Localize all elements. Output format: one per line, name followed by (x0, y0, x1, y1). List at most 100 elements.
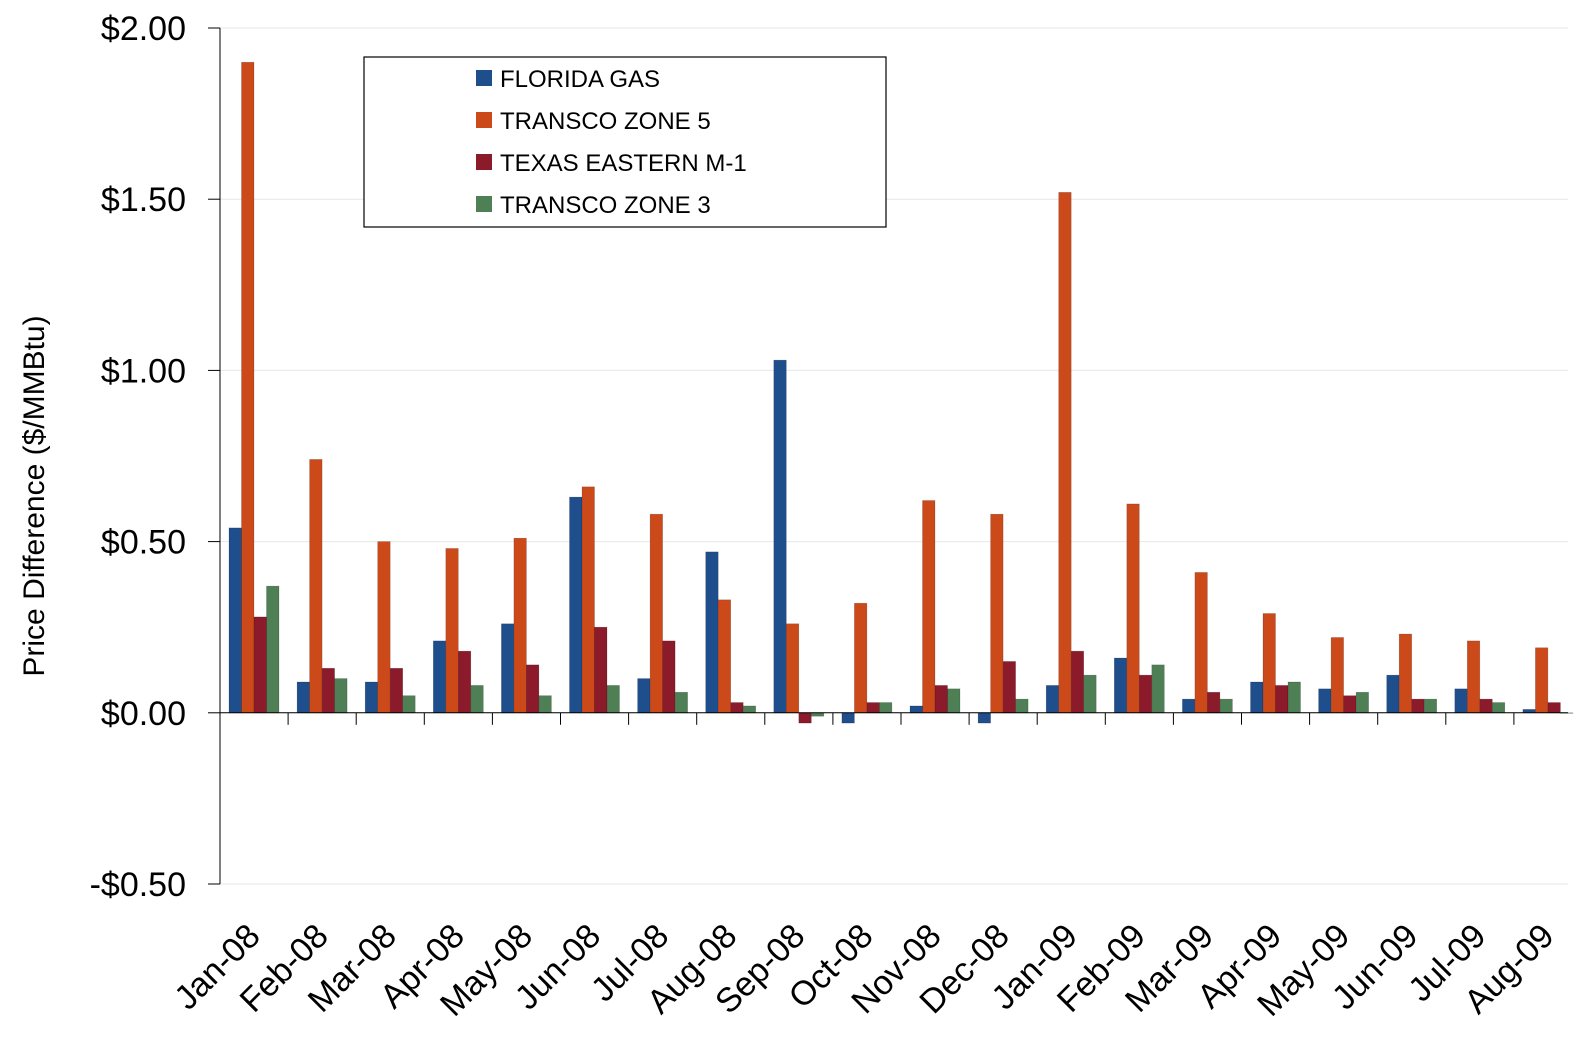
bar-florida-gas-mar-08 (364, 681, 379, 714)
bar-transco-zone-5-sep-08 (785, 623, 800, 714)
bar-florida-gas-jun-09 (1386, 674, 1400, 714)
bar-florida-gas-nov-08 (909, 705, 923, 714)
bar-texas-eastern-m-1-jan-09 (1070, 650, 1084, 714)
bar-transco-zone-3-jan-09 (1083, 674, 1097, 714)
y-tick-label: $2.00 (101, 10, 186, 48)
bar-transco-zone-5-apr-09 (1262, 613, 1276, 714)
legend-label: TRANSCO ZONE 3 (500, 192, 711, 219)
bar-texas-eastern-m-1-aug-09 (1547, 702, 1561, 714)
bar-texas-eastern-m-1-sep-08 (798, 712, 812, 724)
bar-florida-gas-may-08 (501, 623, 515, 714)
x-axis-ticks: Jan-08Feb-08Mar-08Apr-08May-08Jun-08Jul-… (167, 712, 1562, 1024)
bar-florida-gas-jul-09 (1454, 688, 1468, 714)
bar-transco-zone-3-nov-08 (947, 688, 961, 714)
bar-florida-gas-sep-08 (773, 359, 787, 714)
y-tick-label: $1.00 (101, 352, 186, 390)
bar-florida-gas-jan-08 (228, 527, 242, 714)
bar-florida-gas-aug-08 (705, 551, 719, 714)
bar-texas-eastern-m-1-dec-08 (1002, 661, 1016, 714)
bar-transco-zone-5-oct-08 (854, 602, 868, 714)
y-tick-label: $0.50 (101, 524, 186, 562)
bar-transco-zone-3-jul-08 (674, 691, 688, 714)
bar-florida-gas-jun-08 (569, 496, 583, 714)
bar-texas-eastern-m-1-apr-08 (457, 650, 472, 714)
bar-texas-eastern-m-1-nov-08 (934, 685, 948, 714)
bar-texas-eastern-m-1-may-09 (1343, 695, 1357, 714)
bar-transco-zone-5-nov-08 (922, 500, 936, 714)
bar-transco-zone-5-apr-08 (445, 548, 459, 714)
bar-florida-gas-oct-08 (841, 712, 855, 724)
bar-transco-zone-5-feb-08 (309, 459, 323, 714)
bar-transco-zone-3-apr-08 (470, 685, 484, 714)
bar-texas-eastern-m-1-mar-08 (389, 667, 404, 714)
bar-transco-zone-3-jun-09 (1423, 698, 1437, 714)
bar-transco-zone-3-feb-09 (1151, 664, 1165, 714)
legend-swatch (476, 70, 492, 86)
legend-box (363, 56, 887, 228)
bar-transco-zone-5-jul-09 (1467, 640, 1481, 714)
legend-label: FLORIDA GAS (500, 66, 660, 93)
legend-swatch (476, 112, 492, 128)
y-tick-label: $1.50 (101, 181, 186, 219)
bar-transco-zone-5-mar-08 (377, 541, 391, 714)
bar-transco-zone-5-aug-08 (717, 599, 732, 714)
bar-transco-zone-5-may-09 (1330, 637, 1344, 714)
bar-florida-gas-feb-09 (1114, 657, 1128, 714)
legend: FLORIDA GAS TRANSCO ZONE 5 TEXAS EASTERN M… (363, 56, 887, 228)
bar-transco-zone-3-feb-08 (334, 678, 348, 714)
bar-transco-zone-3-may-09 (1355, 691, 1369, 714)
legend-label: TRANSCO ZONE 5 (500, 108, 711, 135)
bar-texas-eastern-m-1-feb-08 (321, 667, 335, 714)
bar-texas-eastern-m-1-jan-08 (253, 616, 267, 714)
bar-transco-zone-3-sep-08 (810, 712, 825, 717)
bar-transco-zone-3-mar-08 (402, 695, 416, 714)
bar-transco-zone-3-may-08 (538, 695, 552, 714)
bar-florida-gas-dec-08 (977, 712, 991, 724)
bar-transco-zone-5-jan-09 (1058, 192, 1072, 714)
bar-transco-zone-3-jun-08 (606, 685, 620, 714)
bar-texas-eastern-m-1-feb-09 (1139, 674, 1153, 714)
bar-transco-zone-5-feb-09 (1126, 503, 1140, 714)
bar-transco-zone-5-mar-09 (1194, 572, 1208, 714)
y-tick-label: -$0.50 (90, 866, 186, 904)
bar-transco-zone-5-dec-08 (990, 513, 1004, 714)
bar-florida-gas-apr-08 (432, 640, 447, 714)
bar-florida-gas-feb-08 (296, 681, 310, 714)
bar-texas-eastern-m-1-jun-08 (594, 626, 608, 714)
bar-florida-gas-mar-09 (1182, 698, 1196, 714)
bar-florida-gas-aug-09 (1522, 709, 1536, 714)
bar-transco-zone-5-jun-08 (581, 486, 595, 714)
bar-transco-zone-5-jul-08 (649, 513, 663, 714)
bar-texas-eastern-m-1-aug-08 (730, 702, 744, 714)
bar-texas-eastern-m-1-jun-09 (1411, 698, 1425, 714)
bar-texas-eastern-m-1-may-08 (526, 664, 540, 714)
bar-transco-zone-3-oct-08 (879, 702, 893, 714)
bar-transco-zone-5-jan-08 (241, 61, 255, 714)
y-axis-title: Price Difference ($/MMBtu) (18, 315, 51, 676)
bar-florida-gas-jan-09 (1045, 685, 1059, 714)
bar-texas-eastern-m-1-oct-08 (866, 702, 880, 714)
bar-florida-gas-may-09 (1318, 688, 1332, 714)
bar-texas-eastern-m-1-jul-08 (662, 640, 676, 714)
y-tick-label: $0.00 (101, 695, 186, 733)
bar-texas-eastern-m-1-apr-09 (1275, 685, 1289, 714)
bar-transco-zone-5-may-08 (513, 537, 527, 714)
bar-transco-zone-3-mar-09 (1219, 698, 1233, 714)
legend-swatch (476, 154, 492, 170)
bar-transco-zone-5-jun-09 (1398, 633, 1412, 714)
y-axis-ticks: $2.00 $1.50 $1.00 $0.50 $0.00 -$0.50 (90, 10, 220, 904)
bar-florida-gas-apr-09 (1250, 681, 1264, 714)
bar-transco-zone-3-jan-08 (266, 585, 280, 714)
bar-texas-eastern-m-1-jul-09 (1479, 698, 1493, 714)
bar-florida-gas-jul-08 (637, 678, 651, 714)
bar-transco-zone-3-aug-08 (742, 705, 757, 714)
bar-transco-zone-3-apr-09 (1287, 681, 1301, 714)
bar-transco-zone-5-aug-09 (1535, 647, 1549, 714)
bar-texas-eastern-m-1-mar-09 (1207, 691, 1221, 714)
bar-transco-zone-3-jul-09 (1492, 702, 1506, 714)
axes (219, 28, 1568, 884)
bar-transco-zone-3-dec-08 (1015, 698, 1029, 714)
bars-group (228, 61, 1574, 724)
legend-swatch (476, 196, 492, 212)
